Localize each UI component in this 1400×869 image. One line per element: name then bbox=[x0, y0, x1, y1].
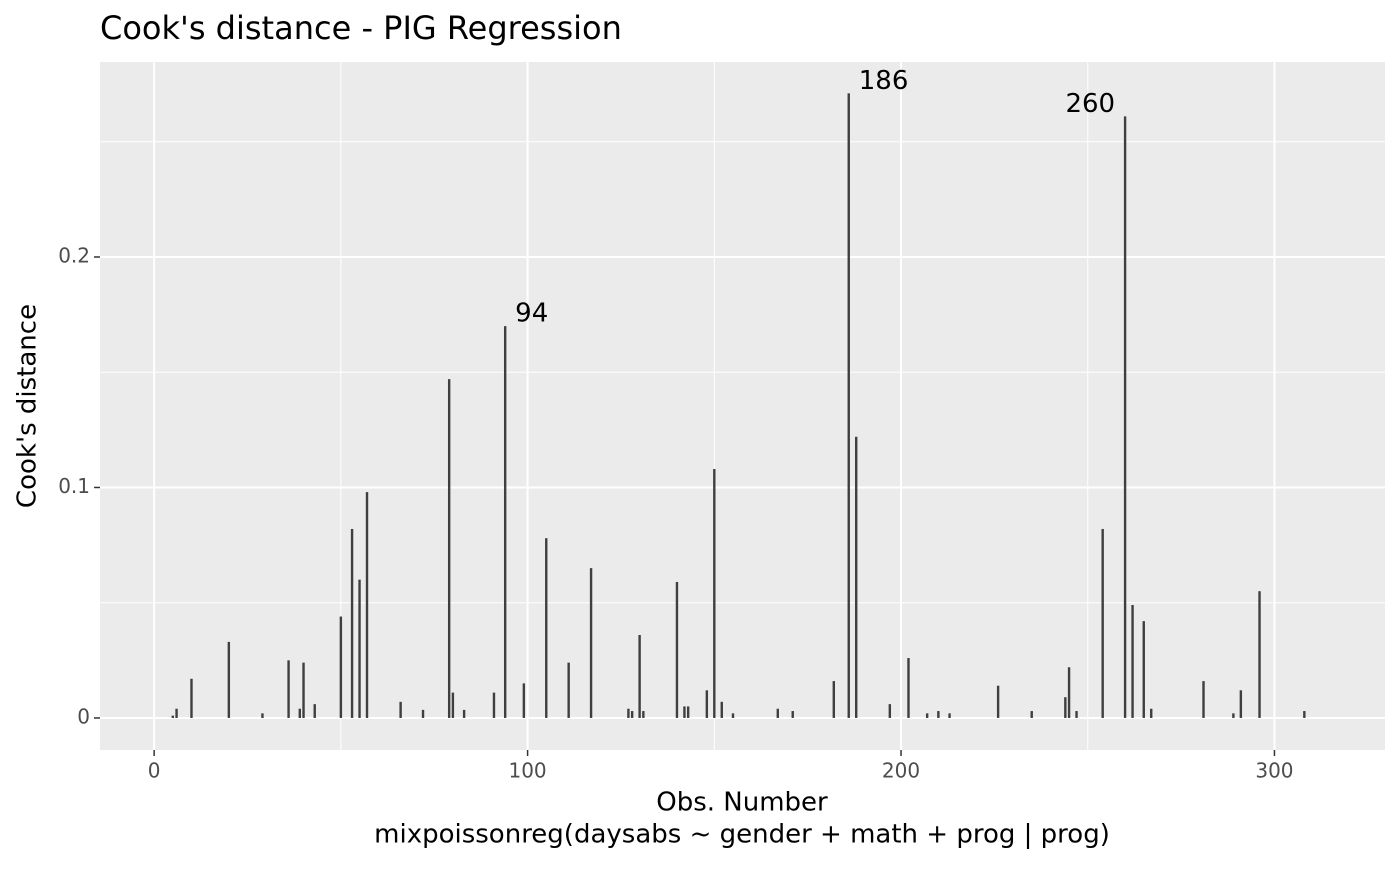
bar bbox=[545, 538, 548, 718]
bar bbox=[948, 713, 951, 718]
bar bbox=[462, 709, 466, 718]
bar bbox=[287, 660, 290, 718]
bar bbox=[937, 711, 940, 718]
bar bbox=[1239, 690, 1243, 718]
bar bbox=[731, 713, 735, 718]
chart-title: Cook's distance - PIG Regression bbox=[100, 9, 622, 47]
bar bbox=[421, 709, 425, 718]
bar bbox=[1150, 708, 1153, 718]
bar bbox=[776, 708, 779, 718]
bar bbox=[1075, 711, 1078, 718]
bar bbox=[302, 662, 305, 718]
bar bbox=[451, 692, 455, 718]
bar bbox=[713, 469, 716, 718]
x-tick-label: 0 bbox=[148, 759, 161, 783]
bar bbox=[1303, 711, 1306, 718]
panel bbox=[100, 62, 1385, 750]
bar bbox=[1101, 528, 1104, 718]
bar bbox=[675, 581, 679, 718]
y-tick-label: 0.2 bbox=[58, 243, 90, 267]
bar bbox=[313, 704, 316, 718]
bar bbox=[567, 662, 570, 718]
bar bbox=[1067, 667, 1071, 718]
y-tick-label: 0 bbox=[77, 704, 90, 728]
bar bbox=[630, 711, 634, 718]
bar bbox=[1123, 116, 1127, 718]
bar bbox=[298, 708, 301, 718]
bar bbox=[705, 690, 709, 718]
bar bbox=[907, 658, 910, 718]
bar bbox=[1142, 621, 1145, 718]
bar bbox=[399, 701, 402, 718]
bar bbox=[791, 711, 794, 718]
bar bbox=[686, 706, 690, 718]
point-label: 260 bbox=[1065, 89, 1115, 119]
bar bbox=[642, 711, 645, 718]
bar bbox=[888, 704, 892, 718]
bar bbox=[227, 641, 231, 718]
bar bbox=[1064, 697, 1067, 718]
bar bbox=[832, 681, 836, 718]
bar bbox=[492, 692, 496, 718]
bar bbox=[447, 379, 451, 718]
bar bbox=[1258, 591, 1261, 718]
point-label: 94 bbox=[515, 299, 548, 329]
bar bbox=[996, 685, 1000, 718]
bar bbox=[720, 701, 723, 718]
x-tick-label: 200 bbox=[882, 759, 920, 783]
y-tick-label: 0.1 bbox=[58, 474, 90, 498]
bar bbox=[925, 713, 929, 718]
bar bbox=[365, 492, 369, 718]
x-axis-caption: mixpoissonreg(daysabs ~ gender + math + … bbox=[374, 820, 1110, 850]
bar bbox=[350, 528, 354, 718]
x-tick-label: 300 bbox=[1255, 759, 1293, 783]
bar bbox=[1131, 605, 1134, 718]
bar bbox=[190, 678, 193, 718]
bar bbox=[175, 708, 178, 718]
bar bbox=[683, 706, 686, 718]
bar bbox=[358, 579, 361, 718]
bar bbox=[1202, 681, 1205, 718]
bar bbox=[522, 683, 526, 718]
x-axis-title: Obs. Number bbox=[656, 788, 828, 818]
bar bbox=[339, 616, 343, 718]
x-tick-label: 100 bbox=[508, 759, 546, 783]
y-axis-title: Cook's distance bbox=[13, 304, 43, 508]
bar bbox=[855, 436, 858, 718]
bar bbox=[503, 326, 507, 718]
bar bbox=[171, 715, 175, 718]
bar bbox=[627, 708, 630, 718]
bar bbox=[638, 634, 641, 718]
point-label: 186 bbox=[859, 66, 909, 96]
bar bbox=[261, 713, 264, 718]
bar bbox=[847, 93, 850, 718]
bar bbox=[1232, 713, 1235, 718]
bar bbox=[1030, 711, 1033, 718]
bar bbox=[589, 568, 593, 718]
